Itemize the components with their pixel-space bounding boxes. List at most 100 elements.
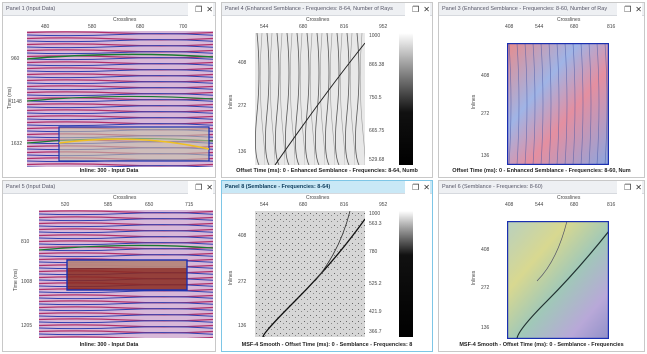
colorbar-label: 525.2 — [369, 281, 382, 287]
panel-input-data-5[interactable]: Panel 5 (Input Data) ❐ ✕ Crosslines 520 5… — [2, 180, 216, 352]
y-axis-label: Inlines — [228, 94, 235, 110]
panel-window-buttons: ❐ ✕ — [405, 3, 430, 16]
y-tick: 136 — [481, 325, 490, 331]
restore-icon[interactable]: ❐ — [624, 5, 632, 14]
y-tick: 136 — [238, 149, 247, 155]
panel-window-buttons: ❐ ✕ — [617, 3, 642, 16]
panel-semblance-6[interactable]: Panel 6 (Semblance - Frequencies: 8-60) … — [438, 180, 645, 352]
restore-icon[interactable]: ❐ — [412, 183, 420, 192]
y-tick: 408 — [481, 247, 490, 253]
seismic-section-plot[interactable] — [27, 31, 213, 167]
colorbar-gradient — [399, 211, 413, 337]
attribute-map-plot[interactable] — [507, 221, 609, 339]
panel-caption: Inline: 300 - Input Data — [79, 342, 139, 348]
semblance-map-plot[interactable] — [255, 211, 365, 337]
y-tick: 408 — [481, 73, 490, 79]
y-axis-label: Time (ms) — [13, 268, 20, 292]
close-icon[interactable]: ✕ — [206, 183, 213, 192]
close-icon[interactable]: ✕ — [635, 5, 642, 14]
panel-caption: MSF-4 Smooth - Offset Time (ms): 0 - Sem… — [241, 342, 413, 348]
x-tick: 816 — [340, 202, 349, 208]
x-tick: 480 — [41, 24, 50, 30]
attribute-image — [507, 221, 609, 339]
x-axis-label: Crosslines — [113, 17, 137, 23]
attribute-image — [507, 43, 609, 165]
x-tick: 580 — [88, 24, 97, 30]
panel-title: Panel 3 (Enhanced Semblance - Frequencie… — [439, 3, 644, 16]
panel-semblance-8[interactable]: Panel 8 (Semblance - Frequencies: 8-64) … — [221, 180, 433, 352]
y-tick: 272 — [238, 103, 247, 109]
x-tick: 680 — [299, 202, 308, 208]
colorbar-label: 421.9 — [369, 309, 382, 315]
y-tick: 810 — [21, 239, 30, 245]
restore-icon[interactable]: ❐ — [412, 5, 420, 14]
close-icon[interactable]: ✕ — [423, 5, 430, 14]
colorbar-label: 1000 — [369, 211, 381, 217]
x-axis-label: Crosslines — [557, 195, 581, 201]
semblance-map-plot[interactable] — [255, 33, 365, 165]
close-icon[interactable]: ✕ — [206, 5, 213, 14]
panel-title: Panel 4 (Enhanced Semblance - Frequencie… — [222, 3, 432, 16]
colorbar-label: 750.5 — [369, 95, 382, 101]
y-axis-label: Time (ms) — [7, 86, 14, 110]
panel-enhanced-semblance-3[interactable]: Panel 3 (Enhanced Semblance - Frequencie… — [438, 2, 645, 178]
x-tick: 544 — [260, 202, 269, 208]
panel-title: Panel 8 (Semblance - Frequencies: 8-64) — [222, 181, 432, 194]
panel-enhanced-semblance-4[interactable]: Panel 4 (Enhanced Semblance - Frequencie… — [221, 2, 433, 178]
x-tick: 585 — [104, 202, 113, 208]
y-tick: 960 — [11, 56, 20, 62]
y-tick: 1205 — [21, 323, 33, 329]
colorbar-label: 563.3 — [369, 221, 382, 227]
panel-caption: Inline: 300 - Input Data — [79, 168, 139, 174]
seismic-image — [27, 31, 213, 167]
attribute-map-plot[interactable] — [507, 43, 609, 165]
restore-icon[interactable]: ❐ — [195, 183, 203, 192]
x-tick: 816 — [340, 24, 349, 30]
seismic-section-plot[interactable] — [39, 210, 213, 338]
x-tick: 408 — [505, 202, 514, 208]
y-axis-label: Inlines — [471, 94, 478, 110]
y-axis-label: Inlines — [228, 270, 235, 286]
x-axis-label: Crosslines — [306, 17, 330, 23]
colorbar-label: 865.38 — [369, 62, 385, 68]
x-axis-label: Crosslines — [306, 195, 330, 201]
panel-input-data-1[interactable]: Panel 1 (Input Data) ❐ ✕ Crosslines 480 5… — [2, 2, 216, 178]
colorbar-gradient — [399, 33, 413, 165]
x-tick: 700 — [179, 24, 188, 30]
panel-caption: Offset Time (ms): 0 - Enhanced Semblance… — [452, 168, 631, 174]
selection-box[interactable] — [58, 126, 210, 162]
y-axis-label: Inlines — [471, 270, 478, 286]
selection-box[interactable] — [66, 259, 188, 291]
semblance-image — [255, 211, 365, 337]
restore-icon[interactable]: ❐ — [195, 5, 203, 14]
panel-title: Panel 5 (Input Data) — [3, 181, 215, 194]
semblance-image — [255, 33, 365, 165]
y-tick: 272 — [481, 285, 490, 291]
x-tick: 544 — [535, 202, 544, 208]
x-tick: 680 — [136, 24, 145, 30]
colorbar: 1000 563.3 780 525.2 421.9 366.7 — [369, 211, 417, 337]
close-icon[interactable]: ✕ — [635, 183, 642, 192]
x-tick: 544 — [260, 24, 269, 30]
panel-window-buttons: ❐ ✕ — [188, 181, 213, 194]
seismic-image — [39, 210, 213, 338]
y-tick: 136 — [481, 153, 490, 159]
panel-caption: Offset Time (ms): 0 - Enhanced Semblance… — [236, 168, 418, 174]
colorbar: 1000 865.38 750.5 665.75 529.68 — [369, 33, 417, 165]
panel-title: Panel 1 (Input Data) — [3, 3, 215, 16]
y-tick: 408 — [238, 233, 247, 239]
close-icon[interactable]: ✕ — [423, 183, 430, 192]
x-tick: 952 — [379, 24, 388, 30]
colorbar-label: 366.7 — [369, 329, 382, 335]
x-tick: 680 — [570, 24, 579, 30]
y-tick: 408 — [238, 60, 247, 66]
x-tick: 408 — [505, 24, 514, 30]
x-tick: 520 — [61, 202, 70, 208]
y-tick: 1008 — [21, 279, 33, 285]
restore-icon[interactable]: ❐ — [624, 183, 632, 192]
colorbar-label: 665.75 — [369, 128, 385, 134]
panel-title: Panel 6 (Semblance - Frequencies: 8-60) — [439, 181, 644, 194]
x-axis-label: Crosslines — [113, 195, 137, 201]
panel-caption: MSF-4 Smooth - Offset Time (ms): 0 - Sem… — [459, 342, 624, 348]
colorbar-label: 1000 — [369, 33, 381, 39]
